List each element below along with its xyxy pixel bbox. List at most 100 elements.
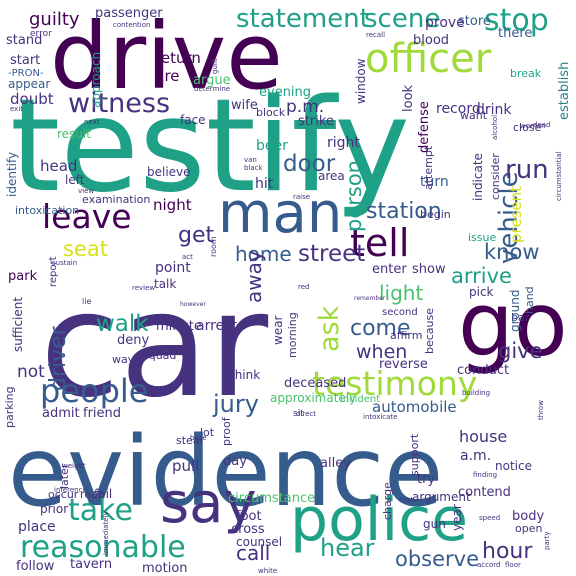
word-raise: raise	[293, 193, 310, 201]
word-area: area	[318, 169, 345, 183]
word-evening: evening	[259, 85, 311, 100]
word-fail: fail	[94, 487, 112, 501]
word-drink: drink	[476, 102, 512, 118]
word-hour: hour	[482, 539, 533, 564]
word-pron: -PRON-	[8, 68, 44, 79]
word-look: look	[401, 84, 416, 112]
word-result: result	[57, 127, 91, 141]
word-walk: walk	[96, 311, 149, 337]
word-house: house	[459, 427, 507, 446]
word-believe: believe	[147, 165, 191, 179]
word-parking: parking	[3, 386, 16, 428]
word-testimony: testimony	[312, 364, 477, 403]
word-go: go	[458, 273, 568, 376]
word-red: red	[298, 283, 309, 291]
word-hand: hand	[523, 286, 536, 314]
word-direct: direct	[296, 410, 316, 418]
word-throw: throw	[537, 400, 545, 420]
word-officer: officer	[365, 36, 492, 82]
word-store: store	[458, 14, 491, 29]
word-statement: statement	[236, 4, 370, 34]
word-argue: argue	[193, 73, 231, 88]
word-sustain: sustain	[52, 259, 77, 267]
word-occur: occur	[48, 488, 79, 501]
word-head: head	[40, 157, 77, 175]
word-issue: issue	[468, 231, 496, 244]
word-exit: exit	[10, 105, 23, 113]
word-second: second	[382, 307, 418, 318]
word-motion: motion	[142, 561, 188, 576]
word-think: think	[230, 368, 260, 382]
word-later: later	[58, 463, 71, 489]
word-base: base	[190, 434, 207, 442]
word-return: return	[155, 49, 201, 67]
word-because: because	[423, 308, 436, 354]
word-know: know	[484, 240, 540, 264]
word-day: day	[223, 454, 247, 469]
word-reasonable: reasonable	[20, 530, 186, 565]
word-station: station	[366, 199, 442, 224]
word-tell: tell	[350, 221, 409, 265]
word-act: act	[182, 253, 193, 261]
word-jury: jury	[212, 390, 259, 418]
word-say: say	[160, 471, 257, 536]
word-deceased: deceased	[284, 376, 346, 391]
word-inference: inference	[54, 486, 87, 494]
word-establish: establish	[557, 62, 572, 120]
word-police: police	[290, 485, 468, 555]
word-am: a.m.	[460, 448, 491, 464]
word-tavern: tavern	[70, 557, 112, 572]
word-hit: hit	[255, 176, 274, 192]
word-remember: remember	[354, 295, 386, 302]
word-accord: accord	[477, 561, 500, 569]
word-vehicle: vehicle	[494, 171, 524, 264]
word-deny: deny	[117, 333, 149, 348]
word-guilt: guilt	[211, 58, 219, 74]
word-begin: begin	[420, 208, 451, 221]
word-test: test	[400, 496, 414, 504]
word-indicate: indicate	[471, 153, 485, 201]
word-cross: cross	[231, 522, 265, 537]
word-come: come	[350, 316, 411, 341]
word-stand: stand	[6, 33, 42, 48]
word-present: present	[507, 186, 525, 243]
word-pm: p.m.	[286, 97, 324, 117]
word-intoxication: intoxication	[15, 204, 79, 217]
word-block: block	[256, 106, 286, 119]
word-defense: defense	[417, 101, 432, 153]
word-ground: ground	[508, 290, 522, 332]
word-try: try	[417, 472, 435, 487]
word-driver: driver	[46, 325, 71, 391]
word-white: white	[258, 567, 277, 575]
word-right: right	[327, 135, 360, 151]
word-next: next	[84, 118, 100, 126]
word-close: close	[513, 121, 542, 134]
word-turn: turn	[420, 174, 449, 190]
word-counsel: counsel	[236, 535, 282, 549]
word-blood: blood	[413, 33, 449, 48]
word-arrive: arrive	[451, 264, 512, 288]
word-morning: morning	[286, 312, 299, 358]
word-floor: floor	[505, 561, 521, 569]
word-alcohol: alcohol	[491, 115, 499, 140]
word-fire: fire	[155, 67, 180, 85]
word-way: way	[112, 353, 135, 366]
word-stop: stop	[484, 3, 549, 38]
word-van: van	[244, 156, 257, 164]
word-consider: consider	[489, 153, 502, 200]
word-man-small: woman	[520, 122, 546, 130]
word-point: point	[155, 260, 191, 276]
word-car: car	[40, 261, 269, 430]
word-recall: recall	[366, 31, 385, 39]
word-friend: friend	[83, 406, 121, 421]
word-show: show	[412, 262, 446, 277]
word-affirm: affirm	[390, 329, 422, 342]
word-charge: charge	[381, 482, 394, 520]
word-alley: alley	[320, 456, 351, 471]
word-wear: wear	[271, 315, 285, 345]
word-observe: observe	[395, 547, 479, 571]
word-guilty: guilty	[29, 9, 80, 30]
word-enter: enter	[372, 262, 407, 277]
word-run: run	[505, 155, 549, 185]
